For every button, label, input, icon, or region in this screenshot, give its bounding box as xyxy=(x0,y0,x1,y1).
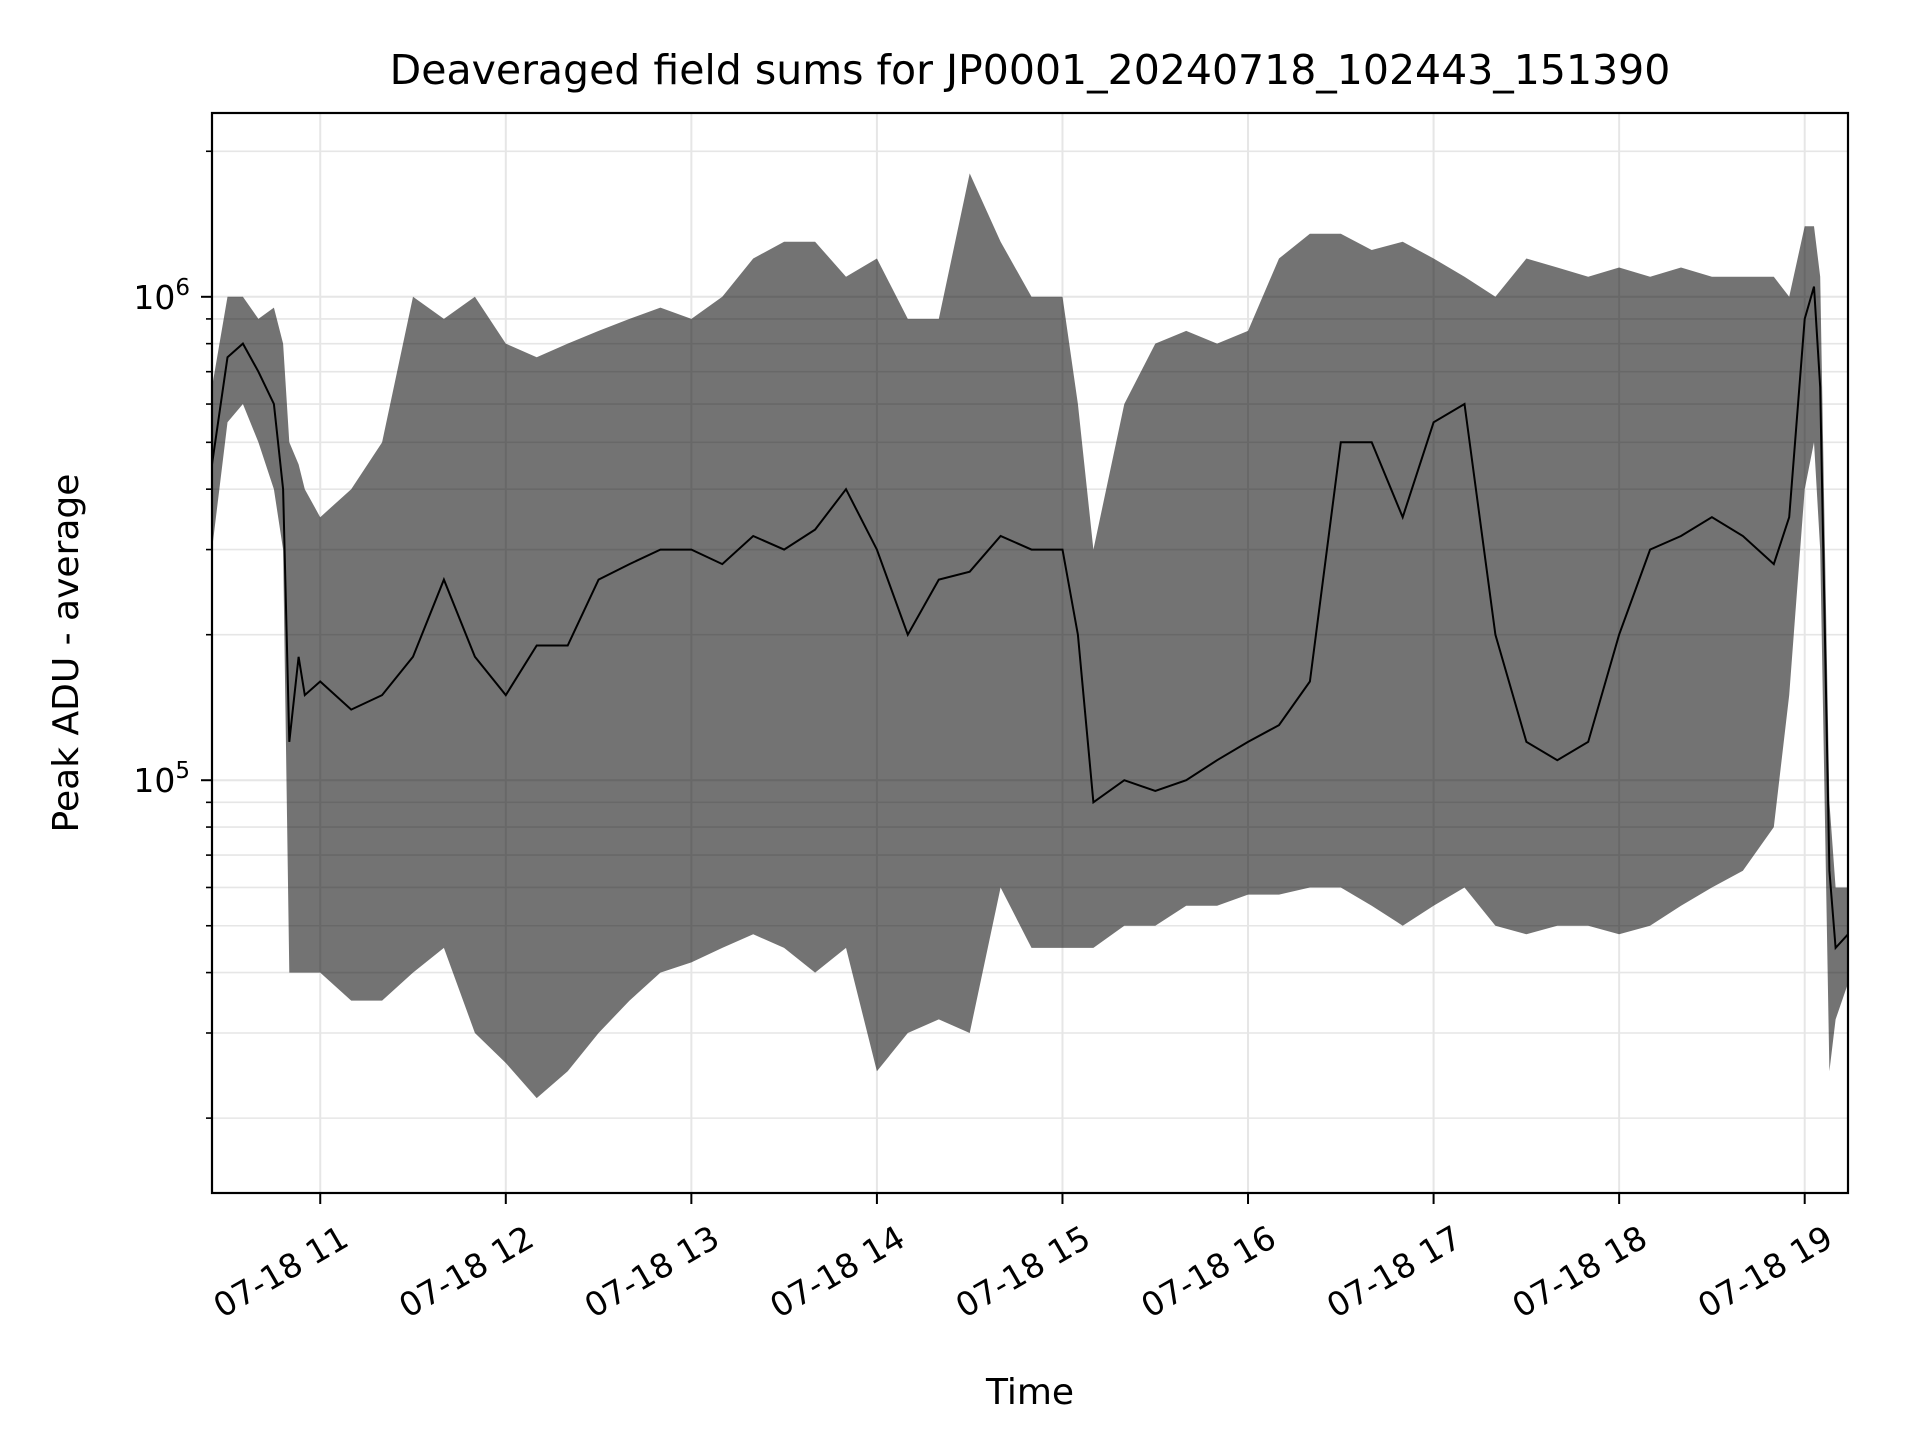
y-axis-label: Peak ADU - average xyxy=(46,474,87,833)
x-axis-label: Time xyxy=(985,1372,1074,1413)
plot-area xyxy=(212,173,1848,1099)
x-tick-label: 07-18 17 xyxy=(1320,1218,1468,1326)
axes-frame xyxy=(210,111,1850,1195)
x-axis: 07-18 11 07-18 12 07-18 13 07-18 14 07-18 15… xyxy=(207,1193,1839,1326)
x-tick-label: 07-18 13 xyxy=(578,1218,726,1326)
series-line xyxy=(212,286,1848,951)
y-tick-label: 106 xyxy=(133,275,190,317)
chart-title: Deaveraged field sums for JP0001_2024071… xyxy=(390,46,1671,94)
x-tick-label: 07-18 15 xyxy=(949,1218,1097,1326)
x-tick-label: 07-18 19 xyxy=(1691,1218,1839,1326)
x-tick-label: 07-18 18 xyxy=(1506,1218,1654,1326)
series-envelope xyxy=(212,173,1848,1099)
x-tick-label: 07-18 14 xyxy=(763,1218,911,1326)
y-axis: 105 106 xyxy=(133,150,212,1119)
x-tick-label: 07-18 11 xyxy=(207,1218,355,1326)
y-tick-label: 105 xyxy=(133,758,190,800)
x-tick-label: 07-18 16 xyxy=(1134,1218,1282,1326)
x-tick-label: 07-18 12 xyxy=(392,1218,540,1326)
